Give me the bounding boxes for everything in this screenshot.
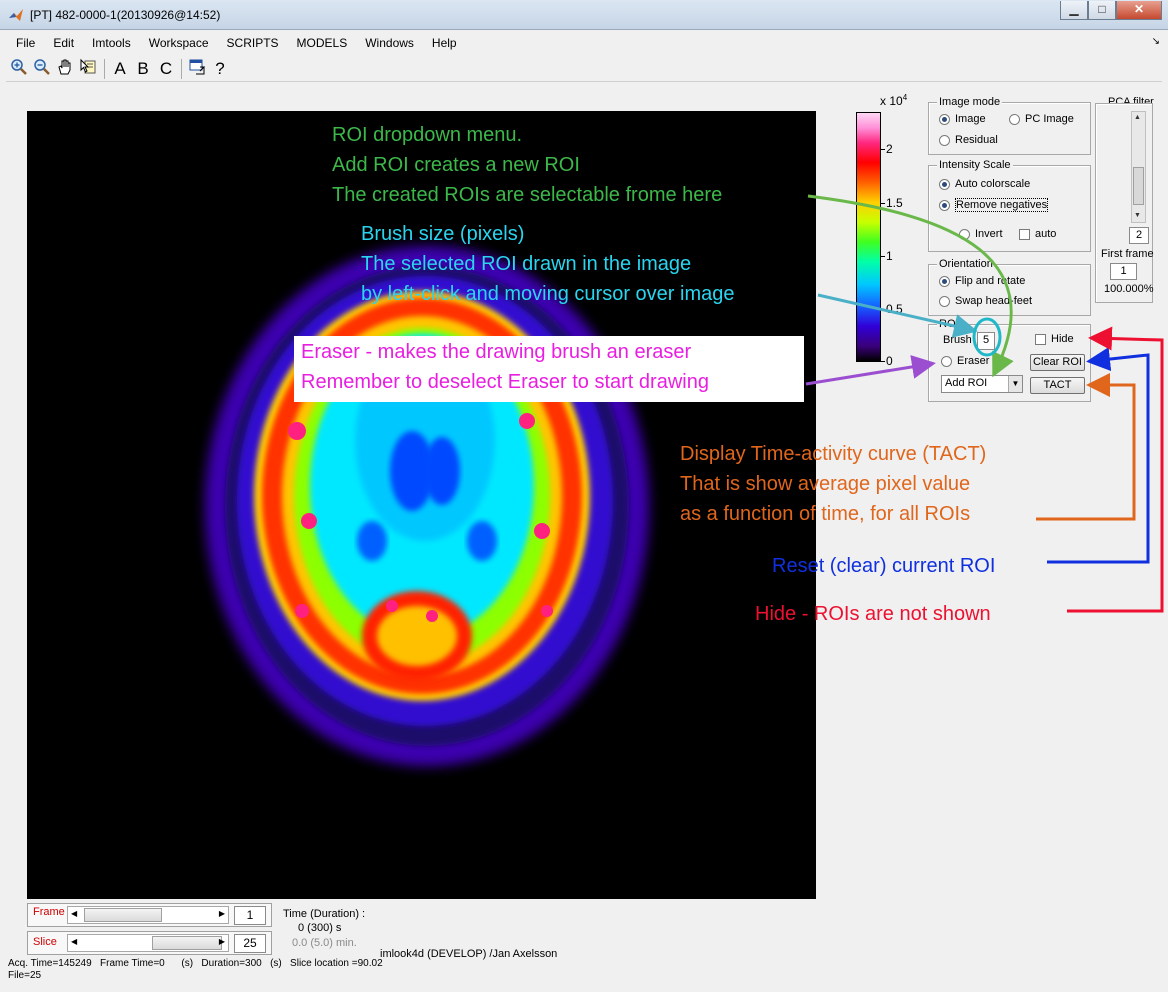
- menu-workspace[interactable]: Workspace: [148, 36, 209, 50]
- menu-windows[interactable]: Windows: [365, 36, 414, 50]
- pca-value-input[interactable]: 2: [1129, 227, 1149, 244]
- image-radio[interactable]: Image: [939, 113, 986, 125]
- label-a-button[interactable]: A: [114, 59, 126, 78]
- colorbar-tick: 1: [886, 249, 893, 263]
- window-export-icon[interactable]: [186, 58, 208, 80]
- pca-filter-title: PCA filter: [1108, 96, 1154, 108]
- help-button[interactable]: ?: [215, 59, 225, 78]
- colorbar-tick: 0: [886, 354, 893, 368]
- brush-annotation: Brush size (pixels) The selected ROI dra…: [361, 223, 735, 305]
- image-mode-title: Image mode: [937, 96, 1003, 108]
- colorbar-tick: 2: [886, 142, 893, 156]
- brush-size-input[interactable]: 5: [977, 332, 995, 350]
- slice-label: Slice: [33, 936, 57, 948]
- label-c-button[interactable]: C: [159, 59, 173, 78]
- intensity-scale-panel: Intensity Scale Auto colorscale Remove n…: [928, 159, 1091, 252]
- first-frame-label: First frame: [1101, 248, 1154, 260]
- first-frame-input[interactable]: 1: [1110, 263, 1137, 280]
- menu-imtools[interactable]: Imtools: [92, 36, 131, 50]
- reset-roi-annotation: Reset (clear) current ROI: [772, 555, 996, 577]
- menu-models[interactable]: MODELS: [296, 36, 348, 50]
- colorbar-tick: 0.5: [886, 302, 903, 316]
- hide-annotation: Hide - ROIs are not shown: [755, 603, 991, 625]
- menu-bar: File Edit Imtools Workspace SCRIPTS MODELS Win…: [6, 32, 1162, 54]
- matlab-icon: [9, 9, 23, 21]
- frame-label: Frame: [33, 906, 65, 918]
- eraser-annotation: Eraser - makes the drawing brush an eras…: [301, 341, 709, 393]
- zoom-in-icon[interactable]: [8, 58, 30, 80]
- pca-filter-panel: [1095, 103, 1153, 303]
- hide-checkbox[interactable]: Hide: [1035, 333, 1074, 345]
- residual-radio[interactable]: Residual: [939, 134, 998, 146]
- pca-scrollbar[interactable]: ▲ ▼: [1131, 111, 1146, 223]
- swap-head-feet-radio[interactable]: Swap head-feet: [939, 295, 1032, 307]
- flip-rotate-radio[interactable]: Flip and rotate: [939, 275, 1025, 287]
- roi-dropdown-annotation: ROI dropdown menu. Add ROI creates a new…: [332, 124, 723, 206]
- title-bar: [PT] 482-0000-1(20130926@14:52) ▁ □ ✕: [0, 0, 1168, 30]
- invert-radio[interactable]: Invert: [959, 228, 1003, 240]
- remove-negatives-radio[interactable]: Remove negatives: [939, 198, 1049, 212]
- dock-icon[interactable]: ↘: [1151, 36, 1160, 47]
- menu-help[interactable]: Help: [431, 36, 457, 50]
- pca-percent: 100.000%: [1104, 283, 1154, 295]
- zoom-out-icon[interactable]: [31, 58, 53, 80]
- colorbar-exponent: x 104: [880, 93, 908, 108]
- minimize-button[interactable]: ▁: [1060, 1, 1088, 20]
- slice-slider[interactable]: ◀ ▶: [67, 934, 229, 952]
- frame-input[interactable]: 1: [234, 906, 266, 925]
- data-cursor-icon[interactable]: [77, 58, 99, 80]
- window-title: [PT] 482-0000-1(20130926@14:52): [30, 8, 221, 22]
- intensity-scale-title: Intensity Scale: [937, 159, 1013, 171]
- time-label: Time (Duration) :: [283, 908, 366, 920]
- orientation-title: Orientation: [937, 258, 995, 270]
- auto-checkbox[interactable]: auto: [1019, 228, 1056, 240]
- roi-dropdown[interactable]: Add ROI ▼: [941, 375, 1023, 393]
- colorbar: [856, 112, 881, 362]
- pc-image-radio[interactable]: PC Image: [1009, 113, 1074, 125]
- close-button[interactable]: ✕: [1116, 1, 1162, 20]
- image-mode-panel: Image mode Image PC Image Residual: [928, 96, 1091, 155]
- colorbar-tick: 1.5: [886, 196, 903, 210]
- toolbar: A B C ?: [6, 56, 1162, 82]
- menu-scripts[interactable]: SCRIPTS: [226, 36, 279, 50]
- eraser-annotation-box: [294, 336, 804, 402]
- time-value: 0 (300) s: [298, 922, 342, 934]
- time-minutes: 0.0 (5.0) min.: [292, 937, 357, 949]
- frame-slider[interactable]: ◀ ▶: [67, 906, 229, 924]
- menu-file[interactable]: File: [16, 36, 36, 50]
- auto-colorscale-radio[interactable]: Auto colorscale: [939, 178, 1030, 190]
- roi-panel: ROI Brush 5 Hide Eraser Clear ROI Add RO…: [928, 318, 1091, 402]
- clear-roi-button[interactable]: Clear ROI: [1030, 354, 1085, 371]
- orientation-panel: Orientation Flip and rotate Swap head-fe…: [928, 258, 1091, 316]
- chevron-down-icon: ▼: [1008, 376, 1022, 392]
- file-info: File=25: [8, 970, 42, 981]
- version-label: imlook4d (DEVELOP) /Jan Axelsson: [380, 948, 558, 960]
- eraser-radio[interactable]: Eraser: [941, 355, 989, 367]
- menu-edit[interactable]: Edit: [53, 36, 75, 50]
- tact-button[interactable]: TACT: [1030, 377, 1085, 394]
- tact-annotation: Display Time-activity curve (TACT) That …: [680, 443, 987, 525]
- maximize-button[interactable]: □: [1088, 1, 1116, 20]
- roi-title: ROI: [937, 318, 961, 330]
- acquisition-info: Acq. Time=145249 Frame Time=0 (s) Durati…: [8, 958, 383, 969]
- pan-hand-icon[interactable]: [54, 58, 76, 80]
- brush-label: Brush: [943, 334, 972, 346]
- label-b-button[interactable]: B: [137, 59, 149, 78]
- slice-input[interactable]: 25: [234, 934, 266, 953]
